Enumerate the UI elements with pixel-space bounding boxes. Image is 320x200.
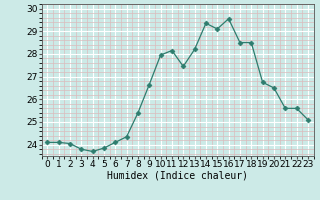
X-axis label: Humidex (Indice chaleur): Humidex (Indice chaleur)	[107, 171, 248, 181]
